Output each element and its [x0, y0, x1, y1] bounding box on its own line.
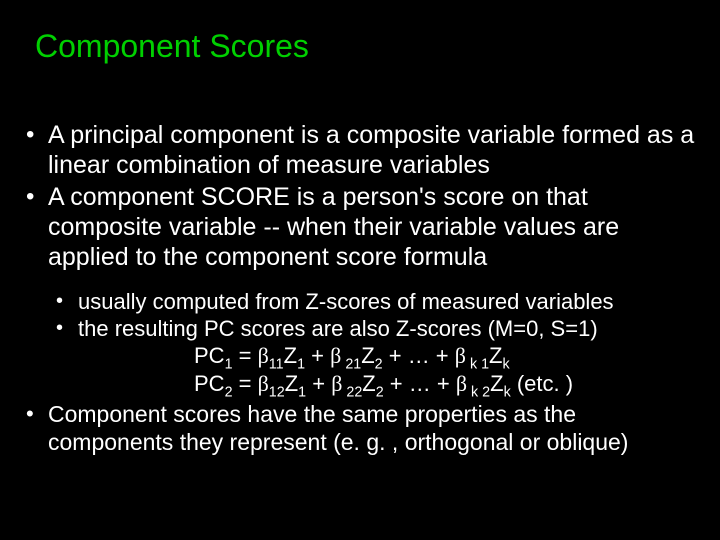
bullet-item: • Component scores have the same propert…: [24, 400, 700, 456]
slide-title: Component Scores: [35, 28, 309, 65]
bullet-item: • A component SCORE is a person's score …: [24, 182, 700, 272]
bullet-marker: •: [56, 315, 78, 342]
formula-pc1: PC1 = β11Z1 + β 21Z2 + … + β k 1Zk: [24, 342, 700, 370]
bullet-text: A principal component is a composite var…: [48, 120, 700, 180]
formula-pc2: PC2 = β12Z1 + β 22Z2 + … + β k 2Zk (etc.…: [24, 370, 700, 398]
sub-bullet-text: the resulting PC scores are also Z-score…: [78, 315, 700, 342]
bullet-text: Component scores have the same propertie…: [48, 400, 700, 456]
bullet-marker: •: [24, 120, 48, 150]
sub-bullet-item: • the resulting PC scores are also Z-sco…: [24, 315, 700, 342]
sub-bullet-item: • usually computed from Z-scores of meas…: [24, 288, 700, 315]
bullet-marker: •: [24, 400, 48, 428]
slide: Component Scores • A principal component…: [0, 0, 720, 540]
bullet-marker: •: [56, 288, 78, 315]
bullet-item: • A principal component is a composite v…: [24, 120, 700, 180]
bullet-text: A component SCORE is a person's score on…: [48, 182, 700, 272]
slide-body: • A principal component is a composite v…: [24, 120, 700, 458]
bullet-marker: •: [24, 182, 48, 212]
sub-bullet-text: usually computed from Z-scores of measur…: [78, 288, 700, 315]
